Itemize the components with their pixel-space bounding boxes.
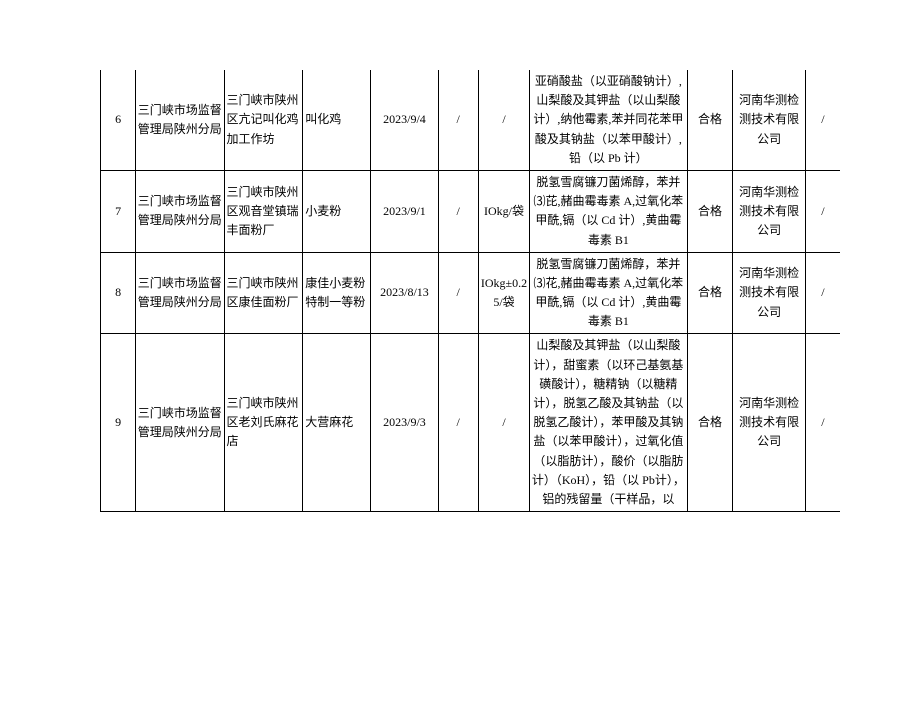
- cell-spec: IOkg/袋: [478, 170, 529, 252]
- cell-last: /: [805, 170, 840, 252]
- cell-idx: 9: [101, 334, 136, 512]
- cell-items: 脱氢雪腐镰刀菌烯醇，苯并⑶花,赭曲霉毒素 A,过氧化苯甲酰,镉（以 Cd 计）,…: [530, 252, 688, 334]
- cell-last: /: [805, 70, 840, 170]
- cell-spec: /: [478, 70, 529, 170]
- cell-sup: 三门峡市陕州区亢记叫化鸡加工作坊: [224, 70, 303, 170]
- inspection-table: 6三门峡市场监督管理局陕州分局三门峡市陕州区亢记叫化鸡加工作坊叫化鸡2023/9…: [100, 70, 840, 512]
- cell-dept: 三门峡市场监督管理局陕州分局: [136, 70, 224, 170]
- cell-s1: /: [438, 170, 478, 252]
- cell-idx: 7: [101, 170, 136, 252]
- cell-items: 亚硝酸盐（以亚硝酸钠计）,山梨酸及其钾盐（以山梨酸计）,纳他霉素,苯并同花苯甲酸…: [530, 70, 688, 170]
- cell-dept: 三门峡市场监督管理局陕州分局: [136, 170, 224, 252]
- cell-idx: 6: [101, 70, 136, 170]
- cell-date: 2023/9/3: [371, 334, 438, 512]
- cell-lab: 河南华测检测技术有限公司: [733, 252, 805, 334]
- cell-prod: 大营麻花: [303, 334, 371, 512]
- cell-res: 合格: [687, 252, 733, 334]
- cell-res: 合格: [687, 170, 733, 252]
- cell-date: 2023/9/4: [371, 70, 438, 170]
- table-row: 8三门峡市场监督管理局陕州分局三门峡市陕州区康佳面粉厂康佳小麦粉特制一等粉202…: [101, 252, 841, 334]
- cell-date: 2023/9/1: [371, 170, 438, 252]
- cell-dept: 三门峡市场监督管理局陕州分局: [136, 334, 224, 512]
- cell-spec: /: [478, 334, 529, 512]
- cell-res: 合格: [687, 334, 733, 512]
- cell-date: 2023/8/13: [371, 252, 438, 334]
- cell-last: /: [805, 252, 840, 334]
- cell-res: 合格: [687, 70, 733, 170]
- table-row: 6三门峡市场监督管理局陕州分局三门峡市陕州区亢记叫化鸡加工作坊叫化鸡2023/9…: [101, 70, 841, 170]
- cell-spec: IOkg±0.25/袋: [478, 252, 529, 334]
- cell-sup: 三门峡市陕州区康佳面粉厂: [224, 252, 303, 334]
- table-row: 7三门峡市场监督管理局陕州分局三门峡市陕州区观音堂镇瑞丰面粉厂小麦粉2023/9…: [101, 170, 841, 252]
- cell-lab: 河南华测检测技术有限公司: [733, 70, 805, 170]
- cell-s1: /: [438, 252, 478, 334]
- cell-sup: 三门峡市陕州区观音堂镇瑞丰面粉厂: [224, 170, 303, 252]
- cell-prod: 康佳小麦粉特制一等粉: [303, 252, 371, 334]
- cell-prod: 叫化鸡: [303, 70, 371, 170]
- table-row: 9三门峡市场监督管理局陕州分局三门峡市陕州区老刘氏麻花店大营麻花2023/9/3…: [101, 334, 841, 512]
- inspection-table-body: 6三门峡市场监督管理局陕州分局三门峡市陕州区亢记叫化鸡加工作坊叫化鸡2023/9…: [101, 70, 841, 512]
- cell-dept: 三门峡市场监督管理局陕州分局: [136, 252, 224, 334]
- cell-idx: 8: [101, 252, 136, 334]
- cell-lab: 河南华测检测技术有限公司: [733, 170, 805, 252]
- cell-lab: 河南华测检测技术有限公司: [733, 334, 805, 512]
- cell-last: /: [805, 334, 840, 512]
- cell-s1: /: [438, 334, 478, 512]
- cell-sup: 三门峡市陕州区老刘氏麻花店: [224, 334, 303, 512]
- cell-items: 脱氢雪腐镰刀菌烯醇，苯并⑶芘,赭曲霉毒素 A,过氧化苯甲酰,镉（以 Cd 计）,…: [530, 170, 688, 252]
- cell-s1: /: [438, 70, 478, 170]
- cell-items: 山梨酸及其钾盐（以山梨酸计），甜蜜素（以环己基氨基磺酸计），糖精钠（以糖精计），…: [530, 334, 688, 512]
- cell-prod: 小麦粉: [303, 170, 371, 252]
